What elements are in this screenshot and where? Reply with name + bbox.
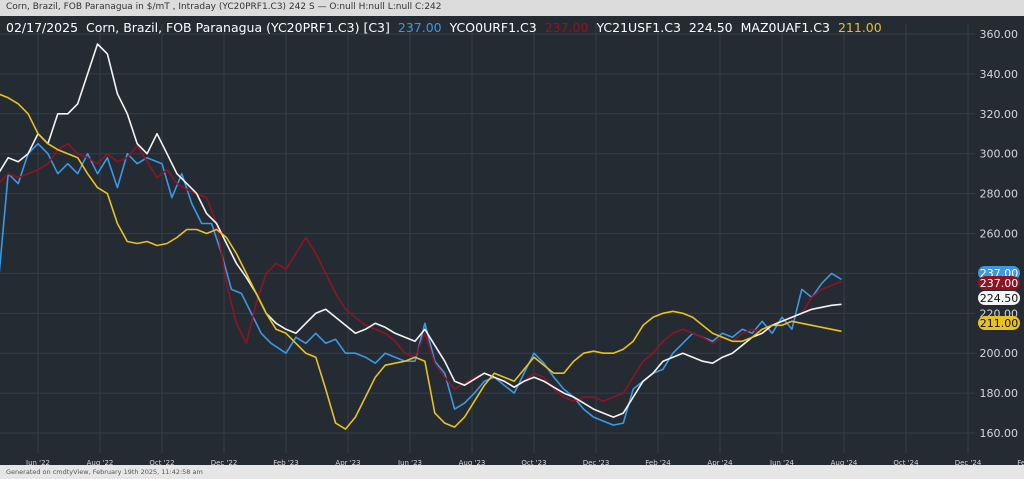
- legend-date: 02/17/2025: [6, 20, 79, 35]
- legend-s4-value: 211.00: [837, 20, 882, 35]
- chart-panel: 160.00180.00200.00220.00240.00260.00280.…: [0, 16, 1024, 465]
- legend-main-value: 237.00: [397, 20, 442, 35]
- last-value-badge: [978, 291, 1020, 305]
- x-tick-label: Apr '24: [707, 459, 733, 465]
- legend-s3-ric: YC21USF1.C3: [596, 20, 681, 35]
- x-tick-label: Apr '23: [335, 459, 360, 465]
- series-line-3: [0, 43, 842, 418]
- price-chart[interactable]: 160.00180.00200.00220.00240.00260.00280.…: [0, 16, 1024, 465]
- x-tick-label: Oct '22: [149, 459, 174, 465]
- last-value-badge: [978, 316, 1020, 330]
- x-tick-label: Aug '24: [831, 459, 858, 465]
- series-line-2: [0, 142, 842, 402]
- x-tick-label: Feb '25: [1017, 459, 1024, 465]
- y-tick-label: 160.00: [980, 427, 1019, 440]
- last-value-badge: [978, 276, 1020, 290]
- legend-s3-value: 224.50: [688, 20, 733, 35]
- legend-main-title: Corn, Brazil, FOB Paranagua (YC20PRF1.C3…: [86, 20, 390, 35]
- last-value-label: 237.00: [980, 277, 1019, 290]
- header-bar: Corn, Brazil, FOB Paranagua in $/mT , In…: [0, 0, 1024, 16]
- y-tick-label: 360.00: [980, 28, 1019, 41]
- y-tick-label: 340.00: [980, 68, 1019, 81]
- series-line-4: [0, 93, 842, 430]
- legend: 02/17/2025 Corn, Brazil, FOB Paranagua (…: [6, 20, 886, 35]
- x-tick-label: Dec '24: [955, 459, 982, 465]
- y-tick-label: 300.00: [980, 148, 1019, 161]
- legend-s2-value: 237.00: [544, 20, 589, 35]
- series-line-1: [0, 142, 842, 426]
- x-tick-label: Jun '24: [769, 459, 795, 465]
- x-tick-label: Feb '24: [645, 459, 671, 465]
- footer-generated: Generated on cmdtyView, February 19th 20…: [6, 468, 203, 476]
- x-tick-label: Oct '23: [521, 459, 546, 465]
- x-tick-label: Aug '22: [87, 459, 114, 465]
- y-tick-label: 280.00: [980, 188, 1019, 201]
- header-info: Corn, Brazil, FOB Paranagua in $/mT , In…: [6, 2, 442, 12]
- y-tick-label: 200.00: [980, 347, 1019, 360]
- y-tick-label: 260.00: [980, 228, 1019, 241]
- legend-s4-ric: MAZ0UAF1.C3: [740, 20, 830, 35]
- x-tick-label: Feb '23: [273, 459, 298, 465]
- legend-s2-ric: YCO0URF1.C3: [449, 20, 537, 35]
- x-tick-label: Dec '23: [583, 459, 610, 465]
- x-tick-label: Aug '23: [459, 459, 486, 465]
- x-tick-label: Jun '23: [397, 459, 422, 465]
- y-tick-label: 180.00: [980, 387, 1019, 400]
- last-value-label: 211.00: [980, 317, 1019, 330]
- last-value-label: 224.50: [980, 292, 1019, 305]
- x-tick-label: Jun '22: [25, 459, 50, 465]
- y-tick-label: 320.00: [980, 108, 1019, 121]
- x-tick-label: Oct '24: [893, 459, 919, 465]
- x-tick-label: Dec '22: [211, 459, 238, 465]
